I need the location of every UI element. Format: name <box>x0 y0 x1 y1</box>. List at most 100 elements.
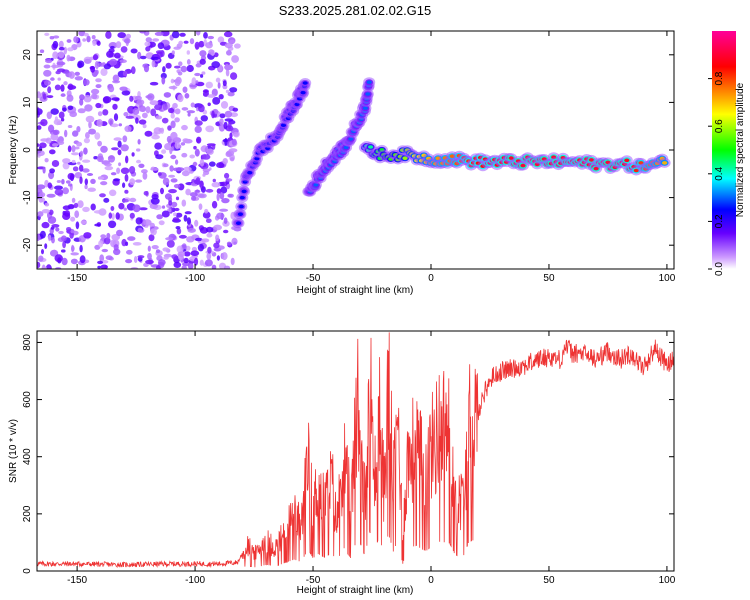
noise-blob <box>157 259 166 266</box>
ridge-core <box>593 166 599 171</box>
noise-blob <box>108 85 115 93</box>
noise-blob <box>174 207 180 212</box>
noise-blob <box>136 159 141 164</box>
noise-blob <box>39 49 45 53</box>
noise-blob <box>100 234 107 239</box>
noise-blob <box>223 229 229 234</box>
ridge-main-trace <box>358 141 671 176</box>
noise-blob <box>204 259 213 267</box>
noise-blob <box>58 230 64 235</box>
noise-blob <box>132 242 142 246</box>
noise-blob <box>110 172 117 176</box>
noise-blob <box>40 119 48 127</box>
noise-blob <box>196 136 202 144</box>
noise-blob <box>54 116 59 122</box>
noise-blob <box>215 77 221 83</box>
noise-blob <box>74 210 80 218</box>
ridge-upper-branch <box>231 78 312 229</box>
noise-blob <box>220 186 228 194</box>
noise-blob <box>98 176 105 180</box>
noise-blob <box>88 128 96 135</box>
noise-blob <box>75 221 80 230</box>
noise-blob <box>165 237 174 241</box>
noise-blob <box>63 81 68 86</box>
noise-blob <box>125 259 133 264</box>
noise-blob <box>120 144 129 152</box>
noise-blob <box>207 246 212 254</box>
x-tick-label: -50 <box>306 575 321 586</box>
noise-blob <box>49 168 55 174</box>
noise-blob <box>199 158 205 167</box>
noise-blob <box>103 197 110 203</box>
noise-blob <box>194 219 199 227</box>
noise-blob <box>43 80 51 86</box>
noise-blob <box>224 172 230 179</box>
noise-blob <box>173 167 182 172</box>
noise-blob <box>71 244 75 253</box>
noise-blob <box>119 86 128 92</box>
noise-blob <box>95 69 99 75</box>
noise-blob <box>205 226 214 233</box>
noise-blob <box>86 173 94 176</box>
noise-blob <box>169 165 174 172</box>
snr-frame <box>36 330 675 572</box>
noise-blob <box>234 43 241 49</box>
noise-blob <box>152 38 160 42</box>
noise-blob <box>133 256 138 263</box>
noise-blob <box>82 168 90 173</box>
noise-blob <box>48 124 55 133</box>
noise-blob <box>170 131 178 140</box>
noise-blob <box>105 31 112 39</box>
noise-blob <box>193 145 197 150</box>
noise-blob <box>205 81 213 89</box>
noise-blob <box>93 210 103 214</box>
noise-blob <box>145 37 152 43</box>
noise-blob <box>200 74 204 78</box>
noise-blob <box>223 121 228 130</box>
noise-blob <box>183 40 189 44</box>
noise-blob <box>137 139 141 145</box>
noise-blob <box>161 117 169 124</box>
noise-blob <box>55 227 60 232</box>
noise-blob <box>66 94 74 102</box>
noise-blob <box>47 182 52 189</box>
noise-blob <box>202 211 211 219</box>
noise-blob <box>84 104 93 112</box>
noise-blob <box>129 212 135 219</box>
ridge-lower-branch <box>302 77 376 197</box>
noise-blob <box>127 236 136 241</box>
noise-blob <box>100 145 108 153</box>
noise-blob <box>187 227 196 233</box>
noise-blob <box>223 217 228 224</box>
noise-blob <box>110 206 115 211</box>
noise-blob <box>125 155 129 164</box>
noise-blob <box>172 217 180 222</box>
noise-blob <box>91 93 98 100</box>
noise-blob <box>186 64 194 73</box>
noise-blob <box>83 32 89 37</box>
noise-blob <box>99 193 106 198</box>
noise-blob <box>65 180 71 184</box>
noise-blob <box>115 41 122 49</box>
noise-blob <box>83 147 88 155</box>
noise-blob <box>161 149 167 154</box>
noise-blob <box>95 84 102 89</box>
noise-blob <box>73 36 79 43</box>
noise-blob <box>230 112 239 118</box>
snr-axes: -150 -100 -50 0 50 100 0 200 400 600 800 <box>22 331 676 586</box>
ridge-core <box>368 145 374 149</box>
noise-blob <box>168 107 175 114</box>
noise-blob <box>66 39 72 43</box>
noise-blob <box>74 146 80 150</box>
noise-blob <box>202 89 209 93</box>
noise-blob <box>219 113 226 119</box>
noise-blob <box>143 219 152 226</box>
noise-blob <box>227 91 235 97</box>
noise-blob <box>166 240 175 248</box>
noise-blob <box>87 187 96 192</box>
noise-blob <box>71 159 76 164</box>
noise-blob <box>41 221 50 229</box>
ridge-core <box>241 189 247 194</box>
noise-blob <box>181 199 187 207</box>
